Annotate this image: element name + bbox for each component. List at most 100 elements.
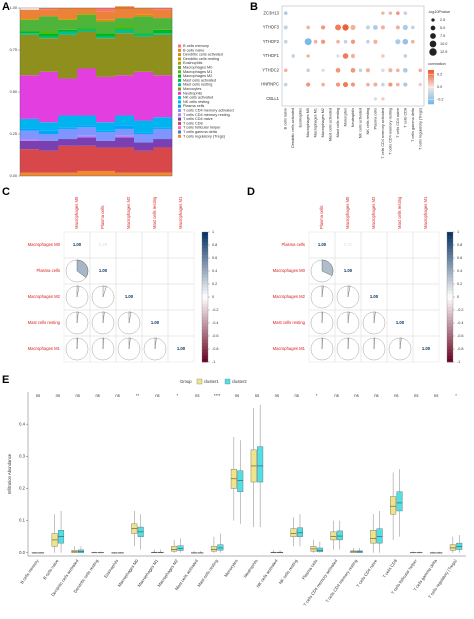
stack-segment [39, 140, 59, 151]
color-bar-step [428, 82, 434, 85]
color-bar-step [447, 238, 453, 243]
legend-label: Mast cells activated [183, 78, 216, 82]
row-label: Mast cells resting [28, 320, 61, 325]
significance-label: ns [115, 393, 119, 398]
column-label: Macrophages M1 [178, 196, 183, 229]
cell-value: 0.03 [125, 242, 134, 247]
x-tick-label: NK cells activated [255, 558, 279, 589]
stack-segment [96, 38, 116, 77]
legend-swatch [178, 66, 181, 69]
size-legend-dot [429, 48, 437, 56]
stack-segment [115, 147, 135, 173]
colorbar-tick-label: 0 [212, 295, 214, 299]
dot [418, 68, 423, 73]
stack-segment [58, 127, 78, 129]
size-legend-label: 10.0 [440, 42, 447, 46]
colorbar-tick-label: -1 [457, 360, 460, 364]
stack-segment [20, 140, 40, 150]
color-bar-step [202, 345, 208, 350]
dot [365, 25, 371, 30]
stack-segment [39, 134, 59, 141]
stack-segment [58, 172, 78, 176]
legend-label: T cells follicular helper [183, 126, 221, 130]
stack-segment [77, 31, 97, 69]
stack-segment [58, 19, 78, 30]
dot [373, 39, 378, 44]
legend-swatch [178, 100, 181, 104]
size-legend-label: 2.5 [440, 18, 445, 22]
color-bar-step [202, 355, 208, 360]
colorbar-tick-label: 1 [212, 230, 214, 234]
color-bar-step [447, 316, 453, 321]
dot [313, 39, 318, 44]
significance-label: ns [295, 393, 299, 398]
column-label: Mast cells resting [152, 196, 157, 229]
size-legend-dot [429, 40, 437, 48]
stack-segment [77, 170, 97, 176]
pie-wedge [373, 311, 376, 324]
pie-wedge [76, 285, 80, 298]
color-bar-step [447, 300, 453, 304]
legend-swatch [224, 378, 231, 385]
dot [388, 68, 393, 73]
cell-value: 0.02 [151, 242, 160, 247]
significance-label: ns [275, 393, 279, 398]
stack-segment [115, 26, 135, 29]
legend-label: T cells CD4 naive [183, 117, 213, 121]
significance-label: ns [155, 393, 159, 398]
stack-segment [39, 122, 59, 131]
color-bar-step [447, 358, 453, 363]
x-tick-label: Mast cells resting [336, 108, 340, 137]
color-bar-step [447, 293, 453, 298]
color-bar-step [447, 306, 453, 311]
legend-swatch [178, 61, 181, 65]
color-bar-step [202, 267, 208, 272]
row-label: Macrophages M1 [273, 346, 306, 351]
dot [343, 39, 348, 44]
color-bar-step [447, 232, 453, 236]
stack-segment [96, 147, 116, 171]
stack-segment [96, 11, 116, 20]
stack-segment [153, 127, 173, 129]
dot [350, 82, 356, 87]
pie-wedge [128, 311, 132, 324]
stack-segment [20, 172, 40, 176]
legend-label: T cells CD4 memory activated [183, 109, 234, 113]
stack-segment [134, 142, 154, 151]
column-label: Macrophages M2 [371, 196, 376, 229]
panel-label: D [247, 186, 255, 198]
dot [350, 67, 356, 73]
column-label: Mast cells resting [397, 196, 402, 229]
stack-segment [153, 75, 173, 118]
color-bar-step [447, 251, 453, 256]
box [370, 530, 377, 544]
legend-swatch [178, 53, 181, 57]
stack-segment [115, 172, 135, 176]
dot [342, 53, 349, 59]
column-label: Plasma cells [100, 205, 105, 229]
stack-segment [77, 127, 97, 136]
cell-value: 0.02 [370, 242, 379, 247]
cell-value: 0.01 [422, 294, 431, 299]
stack-segment [115, 128, 135, 136]
color-bar-step [428, 102, 434, 105]
colorbar-tick-label: 1 [457, 230, 459, 234]
color-bar-step [447, 339, 453, 343]
color-bar-step [447, 326, 453, 330]
dot [402, 67, 408, 73]
pie-wedge [321, 311, 323, 324]
cell-value: 0.35 [99, 242, 108, 247]
significance-label: ns [36, 393, 40, 398]
color-bar-step [202, 326, 208, 330]
x-tick-label: Macrophages M1 [314, 108, 318, 137]
y-tick-label: 0.3 [19, 453, 25, 458]
stack-segment [134, 36, 154, 72]
color-bar-step [202, 297, 208, 301]
dot [283, 39, 288, 44]
significance-label: ns [394, 393, 398, 398]
stack-segment [134, 132, 154, 134]
pie-wedge [347, 311, 350, 324]
significance-label: ns [235, 393, 239, 398]
box [71, 550, 78, 553]
column-label: Macrophages M1 [423, 196, 428, 229]
